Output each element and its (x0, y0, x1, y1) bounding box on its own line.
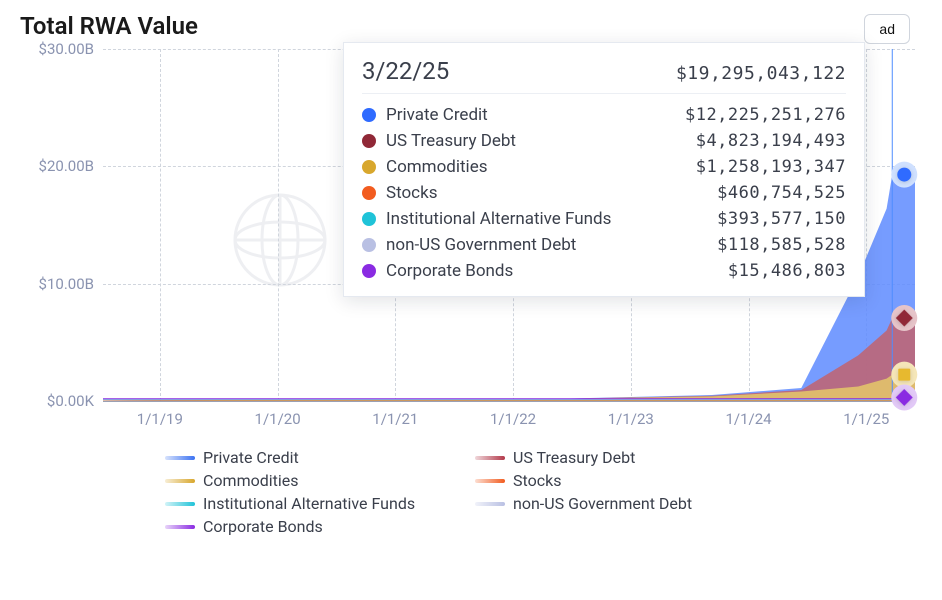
chart-tooltip: 3/22/25 $19,295,043,122 Private Credit$1… (343, 42, 865, 297)
x-axis-label: 1/1/22 (490, 410, 536, 428)
chart-legend: Private Credit US Treasury Debt Commoditie… (165, 448, 865, 536)
tooltip-series-label: US Treasury Debt (386, 131, 696, 151)
legend-label: non-US Government Debt (513, 494, 692, 513)
download-button-label: ad (879, 21, 895, 37)
tooltip-row: Stocks$460,754,525 (362, 180, 846, 206)
tooltip-row: Private Credit$12,225,251,276 (362, 102, 846, 128)
tooltip-series-value: $118,585,528 (717, 235, 846, 255)
legend-item[interactable]: US Treasury Debt (475, 448, 785, 467)
x-axis-label: 1/1/24 (725, 410, 771, 428)
x-axis-label: 1/1/20 (255, 410, 301, 428)
tooltip-series-label: Stocks (386, 183, 717, 203)
tooltip-series-dot (362, 160, 376, 174)
x-axis-label: 1/1/19 (137, 410, 183, 428)
area-fill (103, 375, 915, 401)
legend-label: Institutional Alternative Funds (203, 494, 415, 513)
grid-line (103, 401, 915, 402)
tooltip-row: Corporate Bonds$15,486,803 (362, 258, 846, 284)
tooltip-series-label: Institutional Alternative Funds (386, 209, 717, 229)
area-fill (103, 318, 915, 401)
tooltip-total: $19,295,043,122 (676, 63, 846, 84)
series-marker (898, 369, 910, 381)
legend-swatch (475, 502, 505, 506)
tooltip-series-dot (362, 212, 376, 226)
tooltip-series-label: Commodities (386, 157, 696, 177)
legend-label: Corporate Bonds (203, 517, 323, 536)
legend-swatch (165, 525, 195, 529)
legend-item[interactable]: Institutional Alternative Funds (165, 494, 475, 513)
legend-item[interactable]: Commodities (165, 471, 475, 490)
legend-label: Stocks (513, 471, 561, 490)
tooltip-series-dot (362, 264, 376, 278)
tooltip-series-value: $4,823,194,493 (696, 131, 846, 151)
tooltip-series-dot (362, 186, 376, 200)
tooltip-series-dot (362, 108, 376, 122)
tooltip-row: US Treasury Debt$4,823,194,493 (362, 128, 846, 154)
y-axis-label: $30.00B (39, 40, 94, 58)
legend-swatch (475, 456, 505, 460)
legend-label: Private Credit (203, 448, 299, 467)
y-axis-label: $10.00B (39, 275, 94, 293)
tooltip-date: 3/22/25 (362, 57, 449, 85)
download-button[interactable]: ad (864, 14, 910, 44)
tooltip-series-value: $393,577,150 (717, 209, 846, 229)
tooltip-series-value: $460,754,525 (717, 183, 846, 203)
legend-swatch (165, 479, 195, 483)
legend-item[interactable]: non-US Government Debt (475, 494, 785, 513)
tooltip-row: Commodities$1,258,193,347 (362, 154, 846, 180)
legend-label: Commodities (203, 471, 299, 490)
legend-swatch (165, 456, 195, 460)
tooltip-series-dot (362, 238, 376, 252)
legend-swatch (165, 502, 195, 506)
tooltip-series-dot (362, 134, 376, 148)
tooltip-series-value: $1,258,193,347 (696, 157, 846, 177)
tooltip-series-value: $12,225,251,276 (685, 105, 846, 125)
tooltip-series-label: Private Credit (386, 105, 685, 125)
legend-label: US Treasury Debt (513, 448, 635, 467)
chart-title: Total RWA Value (20, 12, 198, 40)
y-axis-label: $20.00B (39, 157, 94, 175)
series-marker (897, 168, 911, 182)
legend-item[interactable]: Private Credit (165, 448, 475, 467)
x-axis-label: 1/1/23 (608, 410, 654, 428)
tooltip-series-label: non-US Government Debt (386, 235, 717, 255)
y-axis-label: $0.00K (47, 392, 94, 410)
x-axis-label: 1/1/21 (372, 410, 418, 428)
legend-item[interactable]: Corporate Bonds (165, 517, 475, 536)
tooltip-series-label: Corporate Bonds (386, 261, 728, 281)
legend-swatch (475, 479, 505, 483)
tooltip-row: non-US Government Debt$118,585,528 (362, 232, 846, 258)
legend-item[interactable]: Stocks (475, 471, 785, 490)
tooltip-row: Institutional Alternative Funds$393,577,… (362, 206, 846, 232)
tooltip-series-value: $15,486,803 (728, 261, 846, 281)
x-axis-label: 1/1/25 (843, 410, 889, 428)
